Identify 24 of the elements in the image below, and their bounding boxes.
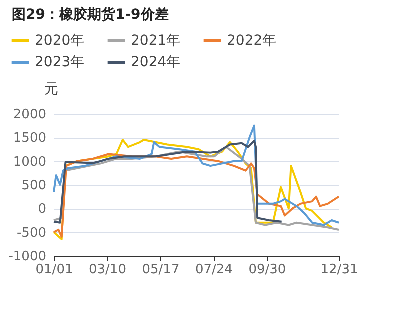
y-tick-label: 500 <box>22 178 46 194</box>
legend-label: 2024年 <box>131 54 181 70</box>
y-tick-label: 1000 <box>13 154 46 170</box>
line-series <box>53 140 283 224</box>
chart-title: 图29：橡胶期货1-9价差 <box>11 6 170 25</box>
x-tick-label: 05/17 <box>142 262 180 278</box>
x-tick-label: 09/30 <box>248 262 286 278</box>
x-tick-label: 03/10 <box>89 262 126 278</box>
legend-label: 2022年 <box>227 32 277 49</box>
line-series <box>53 124 340 226</box>
y-tick-label: 1500 <box>13 131 46 146</box>
y-axis-title: 元 <box>44 82 58 98</box>
x-tick-label: 07/24 <box>195 262 233 278</box>
x-tick-label: 12/31 <box>320 262 358 278</box>
legend-label: 2021年 <box>131 32 181 49</box>
y-tick-label: 0 <box>38 202 46 218</box>
y-tick-label: 2000 <box>13 108 46 122</box>
line-series <box>53 153 340 238</box>
legend-label: 2020年 <box>35 32 85 49</box>
legend-label: 2023年 <box>35 54 85 70</box>
line-series <box>53 146 340 231</box>
y-tick-label: -1000 <box>8 250 46 264</box>
x-tick-label: 01/01 <box>36 262 74 278</box>
y-tick-label: -500 <box>16 226 46 241</box>
